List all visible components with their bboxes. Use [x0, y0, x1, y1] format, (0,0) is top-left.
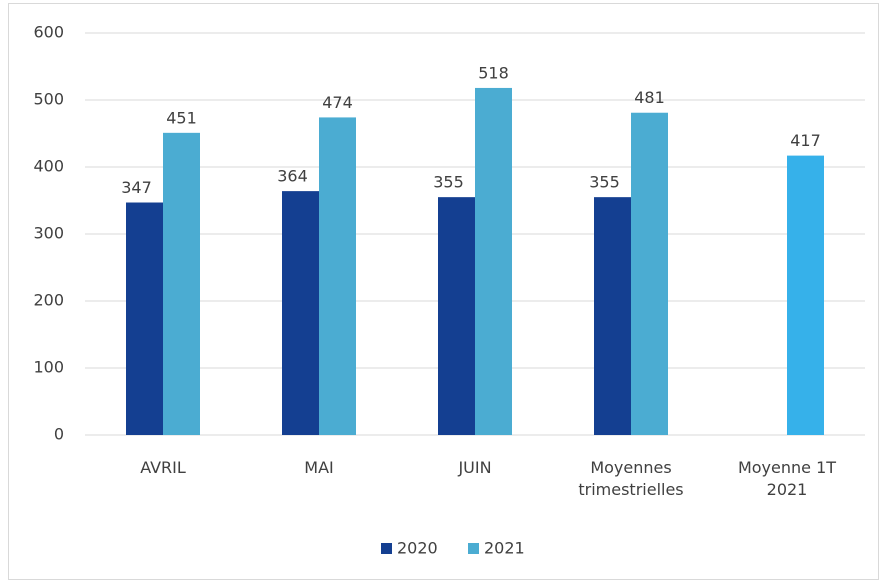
x-tick-label: JUIN: [458, 458, 492, 477]
data-label: 347: [121, 178, 152, 197]
data-label: 355: [433, 173, 464, 192]
bar: [787, 155, 824, 436]
data-label: 518: [478, 63, 509, 82]
data-label: 364: [277, 167, 308, 186]
y-tick-label: 200: [33, 291, 64, 310]
data-label: 417: [790, 131, 821, 150]
legend-swatch: [381, 543, 392, 554]
x-tick-label: AVRIL: [140, 458, 186, 477]
bar: [631, 112, 668, 435]
x-tick-label: Moyenne 1T 2021: [737, 458, 837, 499]
data-label: 451: [166, 108, 197, 127]
y-tick-label: 300: [33, 224, 64, 243]
y-tick-label: 500: [33, 90, 64, 109]
x-tick-label: Moyennes trimestrielles: [578, 458, 684, 499]
bar: [475, 87, 512, 435]
x-tick-label: MAI: [304, 458, 334, 477]
legend-label: 2020: [397, 539, 438, 558]
bar: [594, 197, 631, 435]
y-tick-label: 0: [54, 425, 64, 444]
y-tick-label: 600: [33, 23, 64, 42]
bar: [438, 197, 475, 435]
bar: [319, 117, 356, 436]
bar: [126, 202, 163, 435]
chart-border: [8, 3, 879, 580]
y-tick-label: 400: [33, 157, 64, 176]
legend-label: 2021: [484, 539, 525, 558]
data-label: 355: [589, 173, 620, 192]
data-label: 481: [634, 88, 665, 107]
legend-swatch: [468, 543, 479, 554]
data-label: 474: [322, 93, 353, 112]
bar: [163, 132, 200, 435]
bar: [282, 191, 319, 435]
y-tick-label: 100: [33, 358, 64, 377]
